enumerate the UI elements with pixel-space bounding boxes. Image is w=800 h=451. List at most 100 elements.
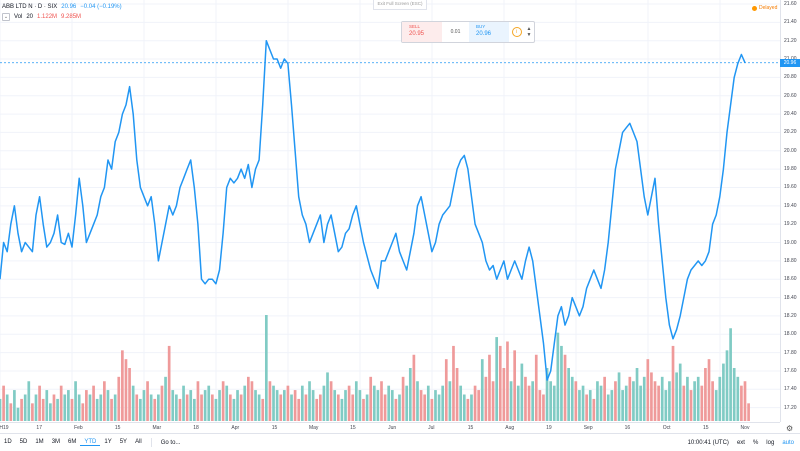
volume-bar <box>59 385 63 421</box>
exit-fullscreen-button[interactable]: Exit Full Screen (ESC) <box>373 0 427 10</box>
volume-bar <box>657 385 660 421</box>
volume-bar <box>509 381 513 421</box>
volume-bar <box>628 376 632 421</box>
price-tick-label: 18.00 <box>784 331 797 338</box>
chevron-down-icon[interactable]: ⌄ <box>2 13 10 21</box>
symbol-title: ABB LTD N · D · SIX <box>2 4 58 10</box>
volume-bar <box>599 385 603 421</box>
volume-bar <box>495 337 499 421</box>
volume-bar <box>88 394 92 421</box>
volume-bar <box>513 350 517 421</box>
volume-bar <box>437 394 441 421</box>
volume-bar <box>336 394 340 421</box>
volume-bar <box>358 390 362 421</box>
volume-bar <box>333 390 337 421</box>
time-tick-label: Apr <box>231 425 240 431</box>
range-button-1y[interactable]: 1Y <box>104 439 112 445</box>
time-tick-label: 15 <box>703 425 709 431</box>
volume-bar <box>567 368 570 421</box>
info-icon[interactable]: i <box>511 27 522 37</box>
volume-bar <box>441 385 445 421</box>
price-chart[interactable] <box>0 0 780 422</box>
time-tick-label: 15 <box>350 425 356 431</box>
volume-bar <box>70 398 74 421</box>
volume-bar <box>239 394 243 421</box>
volume-bar <box>700 385 704 421</box>
price-scale[interactable]: 21.6021.4021.2021.0020.8020.6020.4020.20… <box>780 0 800 422</box>
volume-bar <box>362 398 365 421</box>
volume-bar <box>653 381 657 421</box>
volume-bar <box>714 390 718 421</box>
time-tick-label: 17 <box>36 425 42 431</box>
range-button-6m[interactable]: 6M <box>68 439 77 445</box>
vol-ma-value: 9.285M <box>61 14 82 20</box>
price-tick-label: 20.40 <box>784 111 797 118</box>
ext-toggle[interactable]: ext <box>736 439 745 446</box>
volume-bar <box>189 390 193 421</box>
time-scale[interactable]: H19 17 Feb 15 Mar 18 Apr 15 May 15 Jun Jul 15 Aug 19 Se… <box>0 422 780 431</box>
price-tick-label: 21.40 <box>784 19 797 26</box>
volume-bar <box>27 381 31 421</box>
buy-button[interactable]: BUY 20.96 <box>469 22 509 42</box>
volume-bar <box>488 354 491 421</box>
volume-bar <box>121 350 124 421</box>
volume-bar <box>318 394 322 421</box>
price-tick-label: 20.60 <box>784 92 797 99</box>
range-button-1d[interactable]: 1D <box>4 439 12 445</box>
volume-bar <box>139 398 142 421</box>
range-button-ytd[interactable]: YTD <box>80 439 101 446</box>
volume-bar <box>416 381 419 421</box>
volume-bar <box>740 385 743 421</box>
price-tick-label: 20.80 <box>784 74 797 81</box>
volume-bar <box>405 385 409 421</box>
volume-bar <box>365 394 369 421</box>
divider <box>150 438 152 447</box>
volume-bar <box>477 390 481 421</box>
quantity-arrows-icon[interactable]: ▲ ▼ <box>526 26 532 38</box>
range-button-1m[interactable]: 1M <box>35 439 44 445</box>
price-tick-label: 21.60 <box>784 1 797 7</box>
spread-value: 0.01 <box>450 29 461 35</box>
goto-button[interactable]: Go to... <box>160 439 181 446</box>
range-button-5y[interactable]: 5Y <box>119 439 128 445</box>
range-button-5d[interactable]: 5D <box>19 439 28 445</box>
volume-bar <box>315 398 319 421</box>
auto-toggle[interactable]: auto <box>782 439 794 446</box>
delayed-status[interactable]: Delayed <box>752 5 777 11</box>
volume-bar <box>95 398 99 421</box>
volume-bar <box>610 390 614 421</box>
volume-bar <box>272 385 275 421</box>
volume-bar <box>671 345 675 421</box>
volume-bar <box>527 385 531 421</box>
volume-bar <box>606 394 610 421</box>
price-tick-label: 18.60 <box>784 276 797 283</box>
sell-button[interactable]: SELL 20.95 <box>402 22 442 42</box>
time-tick-label: H19 <box>0 425 9 431</box>
volume-bar <box>491 381 495 421</box>
volume-bar <box>254 390 257 421</box>
percent-toggle[interactable]: % <box>752 439 759 446</box>
volume-bar <box>596 381 599 421</box>
volume-bar <box>387 385 391 421</box>
range-button-3m[interactable]: 3M <box>51 439 61 445</box>
last-price-tag: 20.96 <box>780 58 800 67</box>
gear-icon[interactable]: ⚙ <box>786 424 794 433</box>
last-price-text: 20.96 <box>61 4 77 10</box>
volume-bar <box>268 381 272 421</box>
log-toggle[interactable]: log <box>766 439 775 446</box>
volume-bar <box>585 394 588 421</box>
volume-bar <box>372 385 376 421</box>
vol-period: 20 <box>26 14 34 20</box>
volume-bar <box>311 390 315 421</box>
volume-bar <box>49 403 52 421</box>
volume-bar <box>574 381 578 421</box>
volume-bar <box>149 394 153 421</box>
volume-bar <box>747 403 750 421</box>
range-button-all[interactable]: All <box>135 439 142 445</box>
sell-label: SELL <box>409 24 421 29</box>
volume-legend: ⌄ Vol 20 1.122M 9.285M <box>2 13 81 21</box>
volume-bar <box>326 372 329 421</box>
volume-bar <box>592 398 596 421</box>
volume-bar <box>164 376 167 421</box>
volume-bar <box>74 381 77 421</box>
